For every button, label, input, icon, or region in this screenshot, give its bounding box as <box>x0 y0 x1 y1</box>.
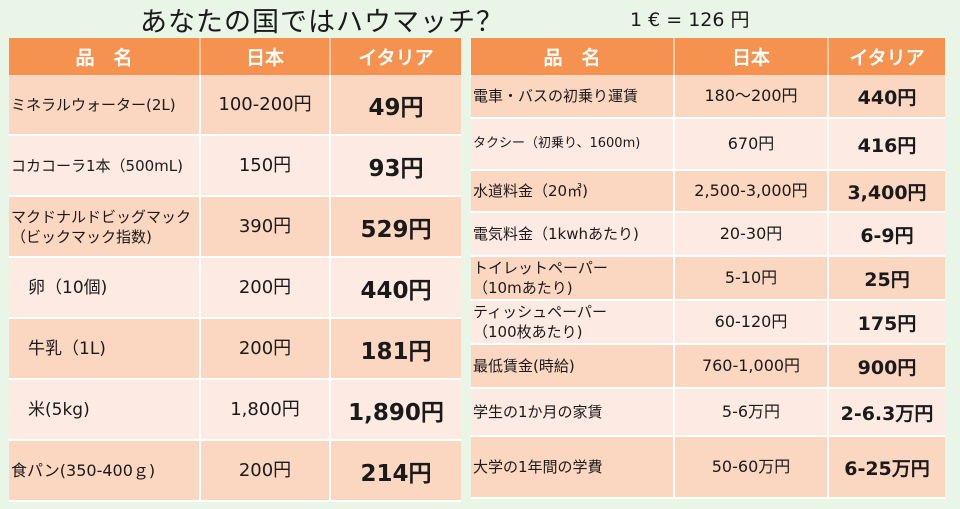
table-row: 米(5kg) 1,800円 1,890円 <box>9 380 461 441</box>
japan-price: 390円 <box>201 197 331 258</box>
item-name: コカコーラ1本（500mL) <box>9 136 201 197</box>
table-header-row: 品 名 日本 イタリア <box>9 38 461 75</box>
header-japan: 日本 <box>675 38 829 75</box>
table-row: 大学の1年間の学費 50-60万円 6‐25万円 <box>471 437 945 499</box>
japan-price: 760-1,000円 <box>675 345 829 389</box>
japan-price: 20-30円 <box>675 213 829 257</box>
italy-price: 440円 <box>829 75 945 119</box>
table-row: 牛乳（1L) 200円 181円 <box>9 319 461 380</box>
japan-price: 5-10円 <box>675 257 829 301</box>
table-row: 卵（10個) 200円 440円 <box>9 258 461 319</box>
page-title: あなたの国ではハウマッチ？ <box>140 7 504 38</box>
japan-price: 5-6万円 <box>675 389 829 437</box>
table-row: ティッシュペーパー （100枚あたり) 60-120円 175円 <box>471 301 945 345</box>
item-name: マクドナルドビッグマック （ビックマック指数) <box>9 197 201 258</box>
table-row: コカコーラ1本（500mL) 150円 93円 <box>9 136 461 197</box>
italy-price: 214円 <box>331 441 461 502</box>
italy-price: 529円 <box>331 197 461 258</box>
japan-price: 150円 <box>201 136 331 197</box>
japan-price: 670円 <box>675 119 829 171</box>
japan-price: 50-60万円 <box>675 437 829 499</box>
italy-price: 1,890円 <box>331 380 461 441</box>
item-name: 電車・バスの初乗り運賃 <box>471 75 675 119</box>
table-row: ミネラルウォーター(2L) 100‐200円 49円 <box>9 75 461 136</box>
italy-price: 25円 <box>829 257 945 301</box>
table-row: 学生の1か月の家賃 5-6万円 2‐6.3万円 <box>471 389 945 437</box>
item-name: 卵（10個) <box>9 258 201 319</box>
italy-price: 93円 <box>331 136 461 197</box>
table-row: 水道料金（20㎥) 2,500-3,000円 3,400円 <box>471 171 945 213</box>
item-name: 大学の1年間の学費 <box>471 437 675 499</box>
italy-price: 2‐6.3万円 <box>829 389 945 437</box>
item-name: ティッシュペーパー （100枚あたり) <box>471 301 675 345</box>
item-name: タクシー（初乗り、1600m) <box>471 119 675 171</box>
price-table-left: 品 名 日本 イタリア ミネラルウォーター(2L) 100‐200円 49円 コ… <box>9 38 461 502</box>
item-name: 学生の1か月の家賃 <box>471 389 675 437</box>
italy-price: 3,400円 <box>829 171 945 213</box>
italy-price: 900円 <box>829 345 945 389</box>
item-name: 食パン(350-400ｇ) <box>9 441 201 502</box>
italy-price: 49円 <box>331 75 461 136</box>
italy-price: 416円 <box>829 119 945 171</box>
table-row: マクドナルドビッグマック （ビックマック指数) 390円 529円 <box>9 197 461 258</box>
italy-price: 440円 <box>331 258 461 319</box>
italy-price: 6‐9円 <box>829 213 945 257</box>
header-italy: イタリア <box>331 38 461 75</box>
table-row: トイレットペーパー （10mあたり) 5-10円 25円 <box>471 257 945 301</box>
price-table-right: 品 名 日本 イタリア 電車・バスの初乗り運賃 180〜200円 440円 タク… <box>471 38 945 499</box>
header-item-name: 品 名 <box>9 38 201 75</box>
item-name: 水道料金（20㎥) <box>471 171 675 213</box>
header-japan: 日本 <box>201 38 331 75</box>
table-header-row: 品 名 日本 イタリア <box>471 38 945 75</box>
table-row: 電車・バスの初乗り運賃 180〜200円 440円 <box>471 75 945 119</box>
item-name: 牛乳（1L) <box>9 319 201 380</box>
item-name: 最低賃金(時給) <box>471 345 675 389</box>
japan-price: 100‐200円 <box>201 75 331 136</box>
item-name: ミネラルウォーター(2L) <box>9 75 201 136</box>
table-row: 最低賃金(時給) 760-1,000円 900円 <box>471 345 945 389</box>
japan-price: 180〜200円 <box>675 75 829 119</box>
exchange-rate: 1 € = 126 円 <box>630 9 750 31</box>
japan-price: 60-120円 <box>675 301 829 345</box>
header-item-name: 品 名 <box>471 38 675 75</box>
japan-price: 200円 <box>201 319 331 380</box>
italy-price: 181円 <box>331 319 461 380</box>
item-name: トイレットペーパー （10mあたり) <box>471 257 675 301</box>
japan-price: 200円 <box>201 258 331 319</box>
item-name: 電気料金（1kwhあたり) <box>471 213 675 257</box>
table-row: タクシー（初乗り、1600m) 670円 416円 <box>471 119 945 171</box>
table-row: 電気料金（1kwhあたり) 20-30円 6‐9円 <box>471 213 945 257</box>
item-name: 米(5kg) <box>9 380 201 441</box>
header-italy: イタリア <box>829 38 945 75</box>
japan-price: 1,800円 <box>201 380 331 441</box>
japan-price: 2,500-3,000円 <box>675 171 829 213</box>
table-row: 食パン(350-400ｇ) 200円 214円 <box>9 441 461 502</box>
italy-price: 175円 <box>829 301 945 345</box>
italy-price: 6‐25万円 <box>829 437 945 499</box>
japan-price: 200円 <box>201 441 331 502</box>
